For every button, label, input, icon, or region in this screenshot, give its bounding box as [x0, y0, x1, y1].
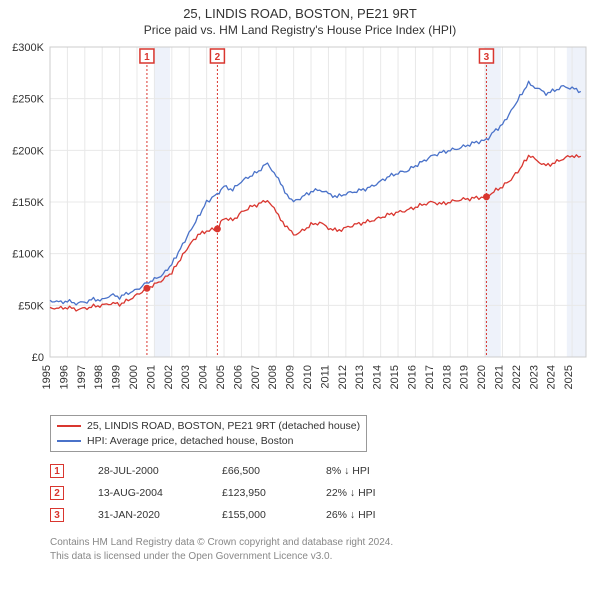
svg-text:2021: 2021	[493, 365, 505, 389]
svg-text:1996: 1996	[58, 365, 70, 389]
legend-row: HPI: Average price, detached house, Bost…	[57, 434, 360, 449]
svg-text:2018: 2018	[441, 365, 453, 389]
svg-text:2024: 2024	[546, 365, 558, 389]
title-address: 25, LINDIS ROAD, BOSTON, PE21 9RT	[8, 6, 592, 21]
svg-text:2017: 2017	[424, 365, 436, 389]
svg-text:1995: 1995	[41, 365, 53, 389]
svg-text:2025: 2025	[563, 365, 575, 389]
svg-text:2010: 2010	[302, 365, 314, 389]
sale-hpi-delta: 8% ↓ HPI	[326, 465, 416, 477]
svg-text:2002: 2002	[163, 365, 175, 389]
svg-text:2023: 2023	[528, 365, 540, 389]
svg-text:£200K: £200K	[12, 145, 44, 157]
svg-text:£100K: £100K	[12, 249, 44, 261]
sale-marker: 1	[50, 464, 64, 478]
attribution-footer: Contains HM Land Registry data © Crown c…	[50, 536, 592, 563]
svg-text:2006: 2006	[232, 365, 244, 389]
sale-date: 31-JAN-2020	[98, 509, 188, 521]
chart-title-block: 25, LINDIS ROAD, BOSTON, PE21 9RT Price …	[8, 6, 592, 37]
svg-text:£0: £0	[32, 352, 44, 364]
chart-legend: 25, LINDIS ROAD, BOSTON, PE21 9RT (detac…	[50, 415, 367, 452]
svg-text:2022: 2022	[511, 365, 523, 389]
svg-text:2009: 2009	[285, 365, 297, 389]
svg-text:2012: 2012	[337, 365, 349, 389]
svg-text:2007: 2007	[250, 365, 262, 389]
legend-row: 25, LINDIS ROAD, BOSTON, PE21 9RT (detac…	[57, 419, 360, 434]
sale-events-table: 1 28-JUL-2000 £66,500 8% ↓ HPI 2 13-AUG-2004 £…	[50, 460, 592, 526]
sale-marker: 3	[50, 508, 64, 522]
svg-text:£150K: £150K	[12, 197, 44, 209]
sale-price: £66,500	[222, 465, 292, 477]
sale-date: 28-JUL-2000	[98, 465, 188, 477]
sale-price: £123,950	[222, 487, 292, 499]
svg-text:£300K: £300K	[12, 42, 44, 54]
svg-text:1999: 1999	[111, 365, 123, 389]
legend-label: HPI: Average price, detached house, Bost…	[87, 434, 293, 449]
sale-row: 2 13-AUG-2004 £123,950 22% ↓ HPI	[50, 482, 592, 504]
legend-swatch	[57, 425, 81, 427]
sale-marker: 2	[50, 486, 64, 500]
footer-line2: This data is licensed under the Open Gov…	[50, 550, 592, 564]
svg-text:£250K: £250K	[12, 94, 44, 106]
legend-swatch	[57, 440, 81, 442]
legend-label: 25, LINDIS ROAD, BOSTON, PE21 9RT (detac…	[87, 419, 360, 434]
svg-text:1: 1	[144, 52, 150, 63]
svg-text:2004: 2004	[198, 365, 210, 389]
svg-text:2011: 2011	[319, 365, 331, 389]
svg-text:2019: 2019	[459, 365, 471, 389]
line-chart-svg: £0 £50K £100K £150K £200K £250K £300K 1995 1996 1…	[8, 41, 592, 411]
sale-hpi-delta: 22% ↓ HPI	[326, 487, 416, 499]
svg-text:2013: 2013	[354, 365, 366, 389]
sale-date: 13-AUG-2004	[98, 487, 188, 499]
svg-text:1998: 1998	[93, 365, 105, 389]
svg-text:2008: 2008	[267, 365, 279, 389]
sale-price: £155,000	[222, 509, 292, 521]
svg-text:2015: 2015	[389, 365, 401, 389]
svg-text:2003: 2003	[180, 365, 192, 389]
footer-line1: Contains HM Land Registry data © Crown c…	[50, 536, 592, 550]
svg-text:2000: 2000	[128, 365, 140, 389]
svg-text:2005: 2005	[215, 365, 227, 389]
sale-row: 3 31-JAN-2020 £155,000 26% ↓ HPI	[50, 504, 592, 526]
svg-text:2020: 2020	[476, 365, 488, 389]
svg-text:2: 2	[215, 52, 221, 63]
sale-hpi-delta: 26% ↓ HPI	[326, 509, 416, 521]
svg-text:2001: 2001	[145, 365, 157, 389]
svg-text:2016: 2016	[406, 365, 418, 389]
svg-text:3: 3	[484, 52, 490, 63]
title-subtitle: Price paid vs. HM Land Registry's House …	[8, 23, 592, 37]
svg-text:2014: 2014	[372, 365, 384, 389]
svg-text:1997: 1997	[76, 365, 88, 389]
svg-text:£50K: £50K	[18, 300, 44, 312]
chart-area: £0 £50K £100K £150K £200K £250K £300K 1995 1996 1…	[8, 41, 592, 411]
sale-row: 1 28-JUL-2000 £66,500 8% ↓ HPI	[50, 460, 592, 482]
